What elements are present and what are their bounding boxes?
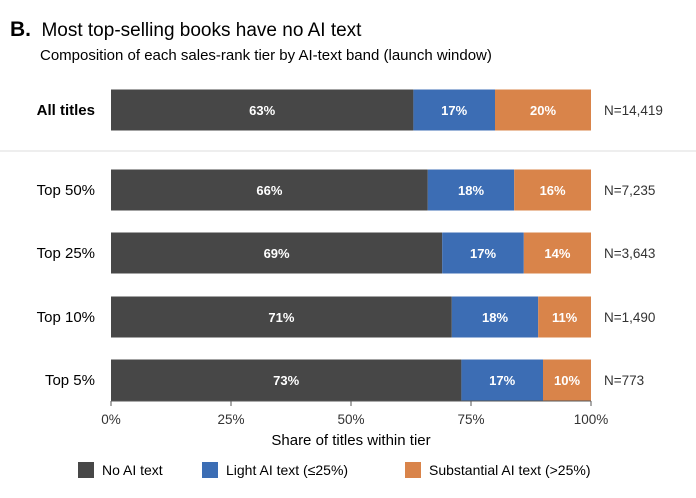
- bar-segment: [543, 359, 591, 401]
- bar-segment: [495, 89, 591, 131]
- bar-segment: [538, 296, 591, 338]
- segment-label: 20%: [530, 103, 556, 118]
- segment-label: 17%: [470, 246, 496, 261]
- x-tick-label: 50%: [337, 412, 364, 427]
- segment-label: 73%: [273, 373, 299, 388]
- bar-segment: [111, 89, 414, 131]
- legend-label: Substantial AI text (>25%): [429, 462, 590, 478]
- segment-label: 16%: [540, 183, 566, 198]
- n-label: N=1,490: [604, 310, 655, 325]
- bar-segment: [111, 296, 452, 338]
- bar-segment: [111, 359, 462, 401]
- segment-label: 66%: [256, 183, 282, 198]
- n-label: N=773: [604, 373, 644, 388]
- x-tick-label: 75%: [457, 412, 484, 427]
- segment-label: 18%: [458, 183, 484, 198]
- bar-segment: [111, 232, 443, 274]
- title-text: Most top-selling books have no AI text: [41, 20, 362, 41]
- n-label: N=3,643: [604, 246, 655, 261]
- legend-label: Light AI text (≤25%): [226, 462, 348, 478]
- x-tick-label: 100%: [574, 412, 609, 427]
- bar-segment: [427, 169, 515, 211]
- x-axis-title: Share of titles within tier: [271, 432, 430, 449]
- n-label: N=14,419: [604, 103, 663, 118]
- chart-subtitle: Composition of each sales-rank tier by A…: [40, 47, 492, 64]
- category-label-top-50: Top 50%: [37, 182, 95, 199]
- chart-title: B. Most top-selling books have no AI tex…: [10, 18, 362, 41]
- x-axis: 0% 25% 50% 75% 100%: [101, 400, 609, 427]
- legend: No AI text Light AI text (≤25%) Substantia…: [78, 462, 590, 478]
- bar-segment: [111, 169, 428, 211]
- legend-label: No AI text: [102, 462, 163, 478]
- bar-segment: [514, 169, 591, 211]
- legend-swatch: [405, 462, 421, 478]
- segment-label: 63%: [249, 103, 275, 118]
- category-label-top-10: Top 10%: [37, 309, 95, 326]
- segment-label: 10%: [554, 373, 580, 388]
- x-tick-label: 0%: [101, 412, 121, 427]
- bar-segment: [451, 296, 539, 338]
- legend-swatch: [202, 462, 218, 478]
- bars-group: All titles 63% 17% 20% N=14,419 Top 50% 66% 18%…: [37, 89, 663, 401]
- x-tick-label: 25%: [217, 412, 244, 427]
- bar-segment: [461, 359, 543, 401]
- category-label-top-25: Top 25%: [37, 245, 95, 262]
- segment-label: 18%: [482, 310, 508, 325]
- segment-label: 17%: [489, 373, 515, 388]
- n-label: N=7,235: [604, 183, 655, 198]
- segment-label: 17%: [441, 103, 467, 118]
- segment-label: 69%: [264, 246, 290, 261]
- bar-segment: [413, 89, 495, 131]
- panel-letter: B.: [10, 18, 31, 41]
- category-label-top-5: Top 5%: [45, 372, 95, 389]
- segment-label: 71%: [268, 310, 294, 325]
- segment-label: 14%: [544, 246, 570, 261]
- legend-swatch: [78, 462, 94, 478]
- bar-segment: [442, 232, 524, 274]
- category-label-all-titles: All titles: [37, 102, 95, 119]
- segment-label: 11%: [552, 310, 578, 325]
- bar-segment: [523, 232, 591, 274]
